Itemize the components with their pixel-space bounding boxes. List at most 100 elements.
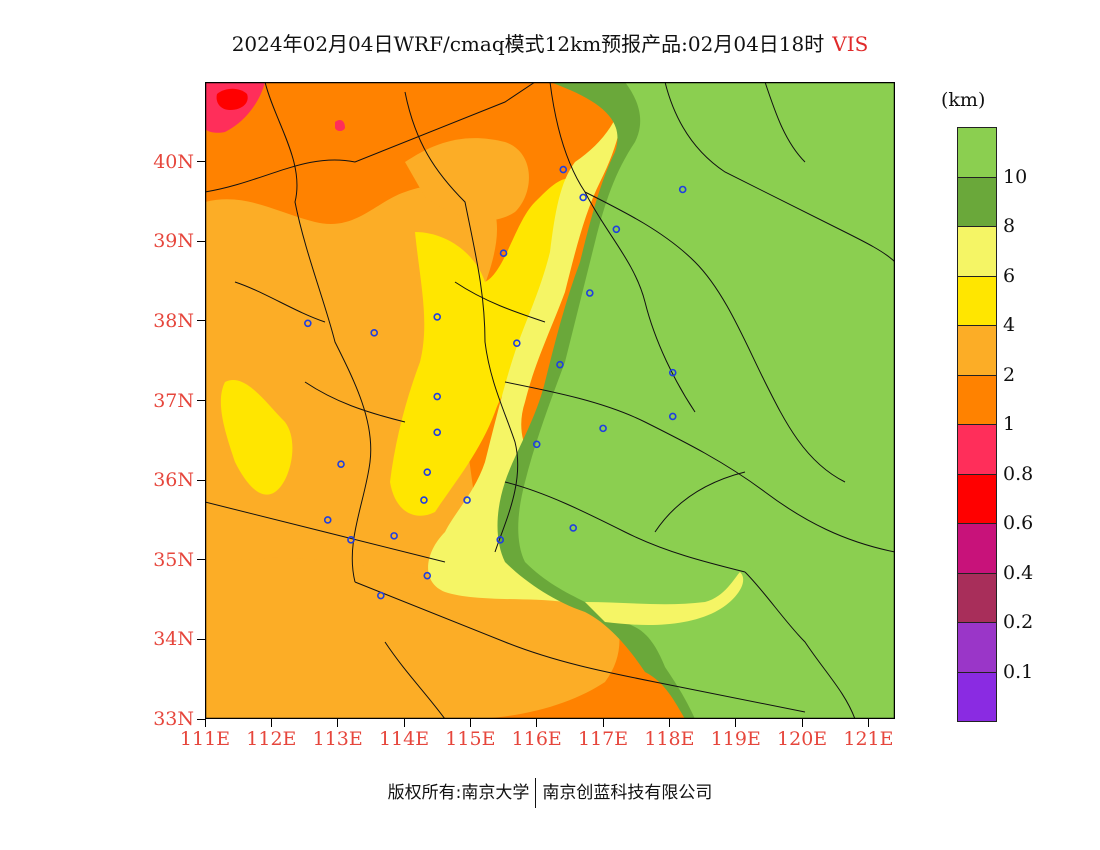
colorbar-unit: (km) [941,89,986,111]
station-marker [433,313,442,321]
lon-tick-mark [536,719,538,727]
colorbar-segment [957,374,997,424]
lat-tick-label: 36N [153,469,194,492]
colorbar-segment [957,572,997,622]
station-marker [323,516,332,524]
station-marker [579,193,587,202]
station-marker [678,185,687,194]
station-marker [433,428,442,437]
colorbar-segment [957,473,997,523]
lon-tick-label: 120E [777,728,828,750]
lon-tick-mark [270,719,272,727]
lon-tick-mark [469,719,471,727]
station-marker [532,440,541,449]
lat-tick-label: 37N [153,389,194,412]
colorbar-segment [957,325,997,375]
station-marker [559,165,568,174]
lon-tick-mark [403,719,405,727]
vis-band-4-6km-central [390,178,585,516]
colorbar-label: 6 [1003,264,1016,287]
vis-band-6-8km-coast [585,572,744,625]
colorbar-label: 0.4 [1003,561,1034,584]
colorbar-label: 2 [1003,363,1016,386]
station-marker [586,289,594,297]
colorbar-segment [957,671,997,722]
colorbar-label: 0.2 [1003,611,1034,633]
lat-tick-label: 33N [153,708,194,730]
station-marker [463,496,471,504]
colorbar-segment [957,275,997,325]
lon-tick-mark [668,719,670,727]
lat-tick-mark [197,240,205,242]
station-marker [668,412,677,421]
title-main: 2024年02月04日WRF/cmaq模式12km预报产品:02月04日18时 [231,32,825,56]
colorbar-label: 4 [1003,314,1016,336]
lat-tick-label: 38N [153,309,194,332]
lon-tick-mark [602,719,604,727]
lat-tick-mark [197,638,205,640]
station-marker [513,339,521,347]
boundary-lines [205,82,895,719]
visibility-map-canvas [205,82,895,719]
station-marker [499,249,508,257]
lon-tick-mark [735,719,737,727]
colorbar-label: 8 [1003,215,1016,237]
copyright-footer: 版权所有:南京大学 南京创蓝科技有限公司 [0,778,1100,808]
colorbar-label: 10 [1003,165,1028,188]
station-marker [370,329,378,337]
station-marker [304,319,312,328]
station-marker [496,536,505,544]
footer-separator [535,778,537,808]
station-marker [347,536,355,544]
station-markers [304,165,687,600]
visibility-map [205,82,895,719]
colorbar-label: 0.8 [1003,462,1034,485]
footer-right: 南京创蓝科技有限公司 [542,783,713,803]
lat-tick-label: 40N [153,150,194,173]
station-marker [420,496,428,504]
colorbar-segment [957,523,997,573]
vis-band-0.6-0.8km [216,88,248,110]
colorbar-label: 0.6 [1003,512,1034,534]
lon-tick-mark [867,719,869,727]
station-marker [377,591,385,600]
lat-tick-label: 39N [153,230,194,253]
map-frame [205,82,895,719]
station-marker [390,532,398,540]
lon-tick-mark [204,719,206,727]
lat-tick-mark [197,320,205,322]
lat-tick-mark [197,718,205,720]
station-marker [569,524,578,532]
station-marker [599,424,607,433]
lon-tick-label: 119E [710,728,761,750]
lat-tick-mark [197,400,205,401]
lat-tick-mark [197,479,205,481]
station-marker [423,468,432,476]
station-marker [612,225,621,234]
lat-tick-label: 35N [153,548,194,571]
colorbar-segment [957,622,997,672]
colorbar [957,127,997,722]
vis-band-6-8km [428,82,747,603]
vis-band-over-10km-south [625,557,765,616]
colorbar-segment [957,176,997,226]
lon-tick-label: 113E [312,728,363,750]
vis-band-0.8-1km-patch [335,120,345,131]
lon-tick-label: 114E [378,728,430,750]
station-marker [337,460,345,469]
footer-left: 版权所有:南京大学 [387,783,530,803]
colorbar-segment [957,127,997,177]
lon-tick-label: 121E [843,728,894,750]
lon-tick-label: 112E [246,728,297,750]
vis-band-over-10km [518,82,895,719]
lon-tick-label: 111E [179,728,231,750]
station-marker [556,360,564,369]
vis-band-2-4km-north [405,138,529,221]
lat-tick-mark [197,559,205,561]
colorbar-label: 1 [1003,413,1016,435]
colorbar-label: 0.1 [1003,660,1034,683]
vis-band-4-6km-west [220,380,293,495]
station-marker [668,368,677,377]
lon-tick-label: 117E [577,728,629,750]
